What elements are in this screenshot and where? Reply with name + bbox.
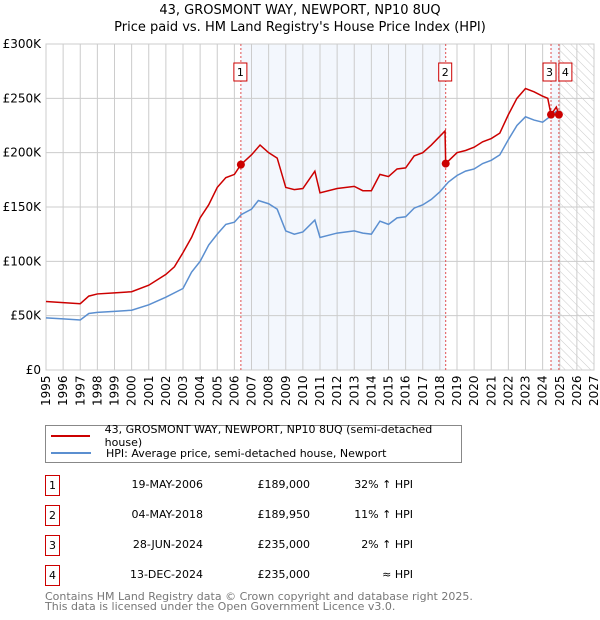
x-tick-label: 2017 [416,375,430,406]
sale-number: 2 [45,505,60,526]
sale-label-box [558,62,573,82]
sale-date: 28-JUN-2024 [132,538,203,551]
y-tick-label: £300K [3,37,43,51]
y-tick-label: £200K [3,146,43,160]
sale-label: 3 [546,66,553,79]
sale-point [236,160,245,169]
sale-number: 3 [45,535,60,556]
sale-price: £235,000 [257,568,311,581]
x-tick-label: 1998 [90,375,104,406]
x-tick-label: 2025 [553,375,567,406]
x-tick-label: 2020 [467,375,481,406]
legend-swatch-hpi [51,452,91,454]
x-tick-label: 1999 [108,375,122,406]
x-tick-label: 2002 [159,375,173,406]
series-line-property [45,87,560,305]
x-tick-label: 2019 [450,375,464,406]
x-tick-label: 1995 [39,375,53,406]
chart-subtitle: Price paid vs. HM Land Registry's House … [114,20,486,35]
x-tick-label: 2027 [587,375,600,406]
legend-label-property: 43, GROSMONT WAY, NEWPORT, NP10 8UQ (sem… [104,423,433,449]
x-tick-label: 2008 [262,375,276,406]
sale-number: 4 [45,565,60,586]
y-tick-label: £250K [3,91,43,105]
x-tick-label: 2001 [142,375,156,406]
series-line-hpi [45,110,561,321]
x-tick-label: 2022 [501,375,515,406]
x-tick-label: 2011 [313,375,327,406]
x-tick-label: 1997 [73,375,87,406]
x-tick-label: 2023 [519,375,533,406]
sale-label: 1 [237,66,244,79]
x-tick-label: 2000 [125,375,139,406]
sale-hpi-diff: ≈ HPI [382,568,413,581]
sale-date: 19-MAY-2006 [131,478,203,491]
plot-border [45,43,595,371]
sale-label-box [233,62,248,82]
y-tick-label: £0 [26,363,41,377]
y-tick-label: £50K [10,309,42,323]
y-tick-label: £100K [3,254,43,268]
x-tick-label: 2007 [245,375,259,406]
x-tick-label: 2018 [433,375,447,406]
sale-hpi-diff: 2% ↑ HPI [361,538,413,551]
sale-point [441,159,450,168]
x-tick-label: 2021 [484,375,498,406]
x-tick-label: 2016 [399,375,413,406]
y-tick-label: £150K [3,200,43,214]
sale-point [554,110,563,119]
x-tick-label: 2012 [330,375,344,406]
sale-date: 13-DEC-2024 [129,568,203,581]
x-tick-label: 2013 [347,375,361,406]
legend-label-hpi: HPI: Average price, semi-detached house,… [106,446,387,460]
sale-price: £235,000 [257,538,311,551]
plot-area: 1995 1996 1997 1998 1999 2000 2001 2002 2003 2004… [3,37,600,406]
sale-hpi-diff: 11% ↑ HPI [354,508,413,521]
footer-line-2: This data is licensed under the Open Gov… [45,600,396,613]
sale-price: £189,000 [257,478,311,491]
x-tick-label: 2009 [279,375,293,406]
x-tick-label: 2026 [570,375,584,406]
sale-point [547,110,556,119]
footer-line-1: Contains HM Land Registry data © Crown c… [45,590,473,603]
x-tick-label: 2003 [176,375,190,406]
x-tick-label: 2004 [193,375,207,406]
x-tick-label: 1996 [56,375,70,406]
x-tick-label: 2006 [227,375,241,406]
x-tick-label: 2024 [536,375,550,406]
legend-swatch-property [51,435,90,437]
sale-label-box [438,62,453,82]
x-tick-label: 2014 [364,375,378,406]
sale-label-box [542,62,557,82]
x-tick-label: 2010 [296,375,310,406]
sale-label: 4 [562,66,569,79]
sale-number: 1 [45,475,60,496]
sale-date: 04-MAY-2018 [131,508,203,521]
sale-price: £189,950 [257,508,311,521]
x-tick-label: 2015 [382,375,396,406]
legend: 43, GROSMONT WAY, NEWPORT, NP10 8UQ (sem… [45,423,462,463]
sale-hpi-diff: 32% ↑ HPI [354,478,413,491]
x-tick-label: 2005 [210,375,224,406]
sale-label: 2 [442,66,449,79]
chart-title: 43, GROSMONT WAY, NEWPORT, NP10 8UQ [159,3,441,18]
